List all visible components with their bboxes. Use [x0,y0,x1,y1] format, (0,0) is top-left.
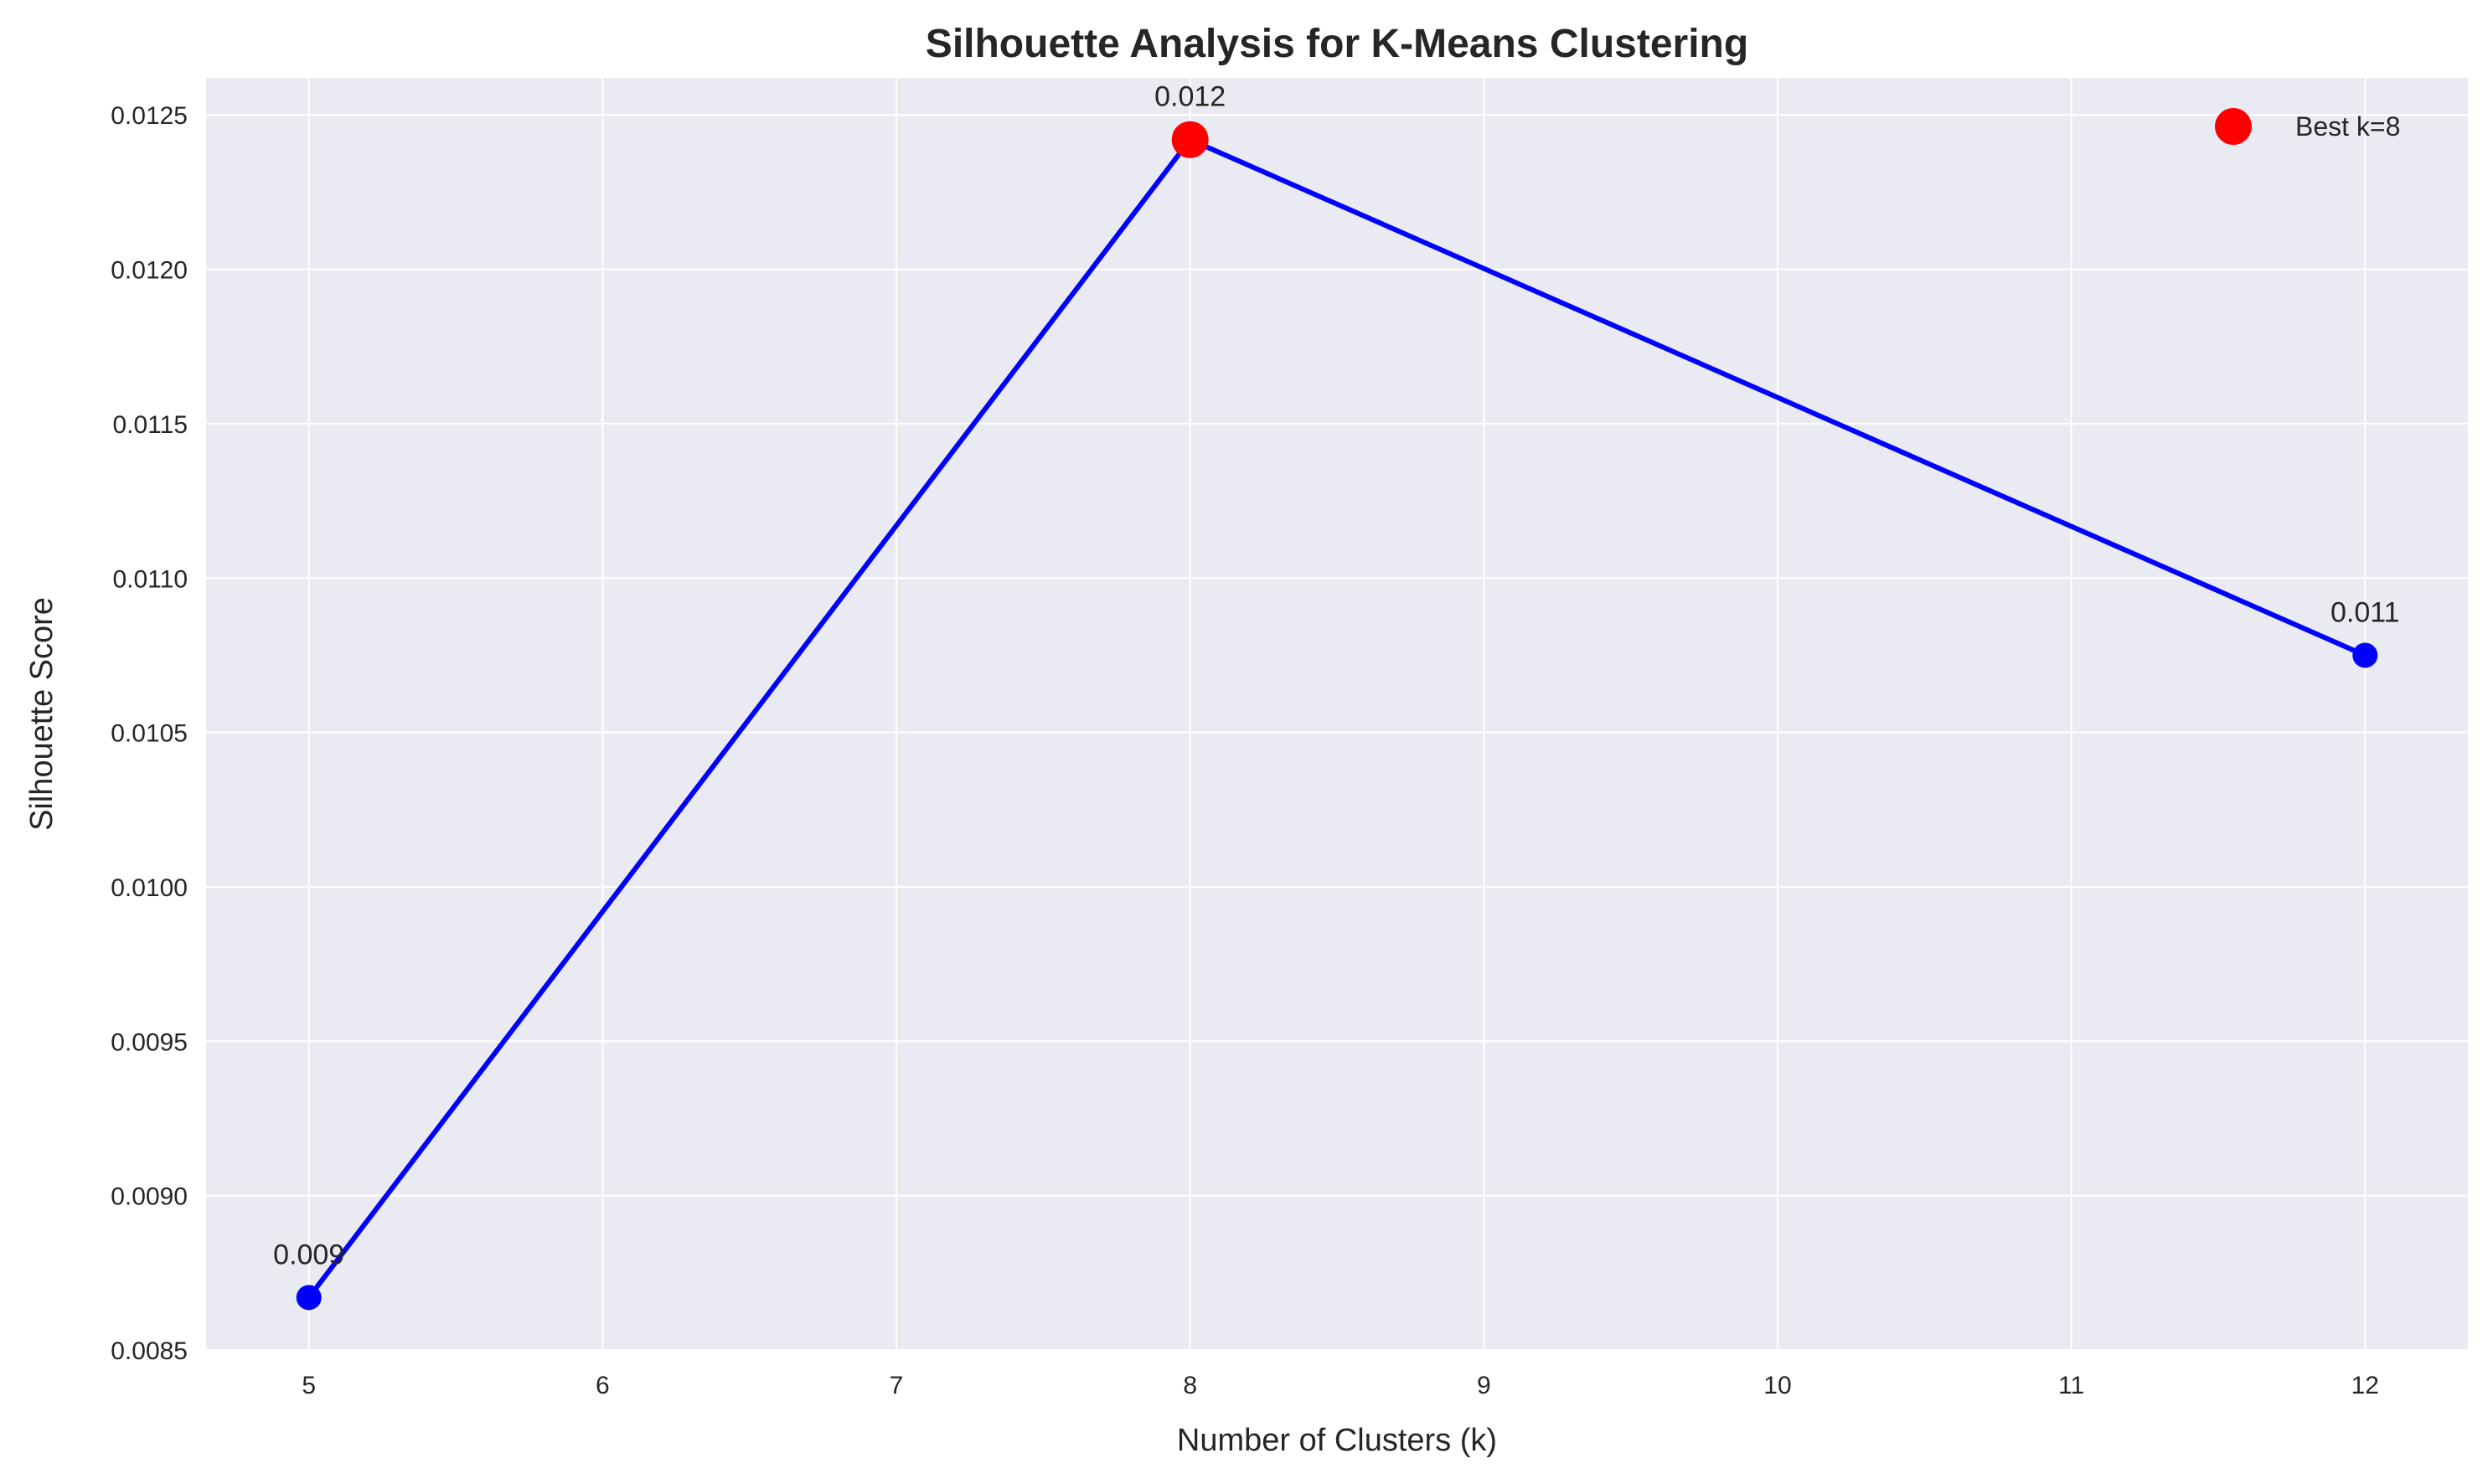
best-k-marker [1171,121,1209,158]
x-axis-label: Number of Clusters (k) [1177,1423,1497,1458]
data-label: 0.011 [2331,596,2400,628]
data-point [296,1285,322,1311]
x-tick-label: 7 [890,1372,904,1399]
y-tick-label: 0.0115 [112,411,188,439]
y-tick-label: 0.0105 [111,720,188,748]
y-tick-label: 0.0125 [111,102,188,130]
chart-title: Silhouette Analysis for K-Means Clusteri… [926,22,1748,66]
annotations: 0.009 0.012 0.011 [273,81,2399,1271]
ticks: 5 6 7 8 9 10 11 12 0.0085 0.0090 0.0095 0.0100 0.010… [111,102,2379,1399]
x-tick-label: 9 [1477,1372,1491,1399]
x-tick-label: 8 [1183,1372,1197,1399]
legend-marker [2215,108,2252,145]
y-axis-label: Silhouette Score [24,597,59,831]
legend-entry-label: Best k=8 [2295,111,2400,142]
data-point [2352,642,2378,668]
data-label: 0.012 [1154,81,1226,113]
y-tick-label: 0.0120 [111,257,188,285]
plot-area [206,78,2468,1350]
x-tick-label: 5 [302,1372,316,1399]
x-tick-label: 12 [2351,1372,2379,1399]
legend: Best k=8 [2215,108,2400,145]
grid [206,78,2468,1351]
x-tick-label: 6 [596,1372,610,1399]
x-tick-label: 10 [1763,1372,1791,1399]
y-tick-label: 0.0090 [111,1183,188,1211]
y-tick-label: 0.0110 [112,565,188,593]
y-tick-label: 0.0085 [111,1337,188,1365]
y-tick-label: 0.0095 [111,1028,188,1056]
data-label: 0.009 [273,1239,344,1270]
series [296,121,2378,1311]
y-tick-label: 0.0100 [111,874,188,902]
x-tick-label: 11 [2058,1372,2084,1399]
